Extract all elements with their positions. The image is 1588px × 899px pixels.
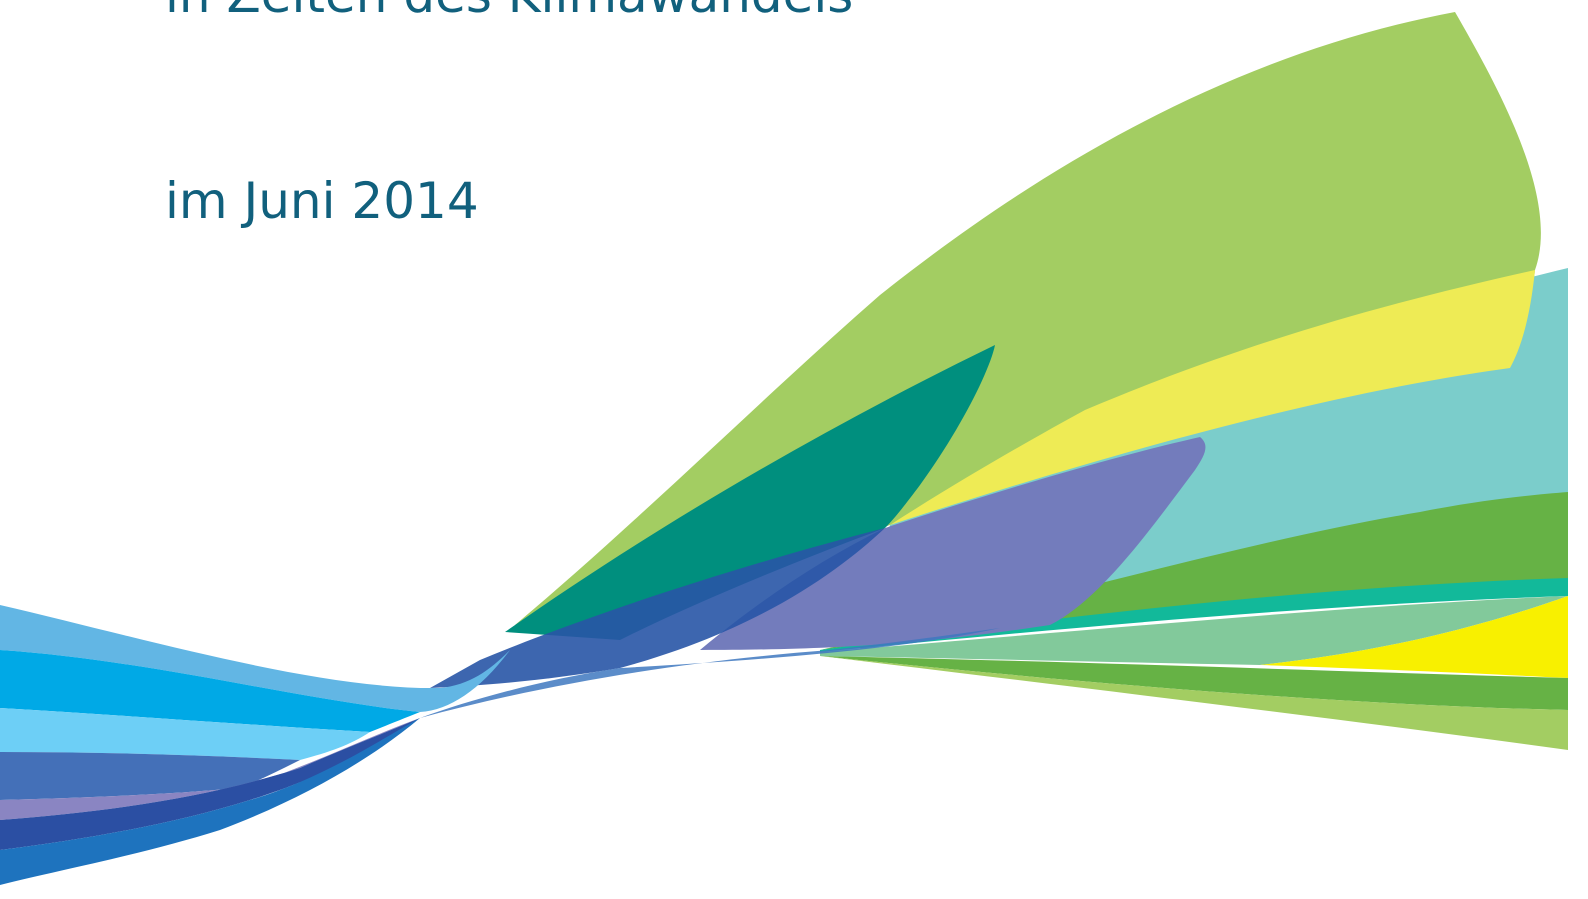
left-skyblue <box>0 708 370 760</box>
subtitle: in Zeiten des Klimawandels <box>165 0 853 20</box>
yellow-tip <box>1260 596 1568 678</box>
left-blue <box>0 718 420 885</box>
left-lavender <box>0 718 420 820</box>
mint-band <box>820 596 1568 665</box>
teal-leaf <box>505 345 995 640</box>
teal-stripe <box>820 578 1568 652</box>
blue-cross <box>430 528 885 688</box>
left-midblue <box>0 752 300 800</box>
yellow-band <box>890 270 1535 525</box>
blue-cross-2 <box>420 628 1000 718</box>
date: im Juni 2014 <box>165 172 479 230</box>
left-lightblue <box>0 605 510 712</box>
left-cyan <box>0 650 420 732</box>
lower-green <box>820 656 1568 710</box>
left-navy <box>0 718 420 850</box>
purple-leaf <box>700 437 1206 650</box>
